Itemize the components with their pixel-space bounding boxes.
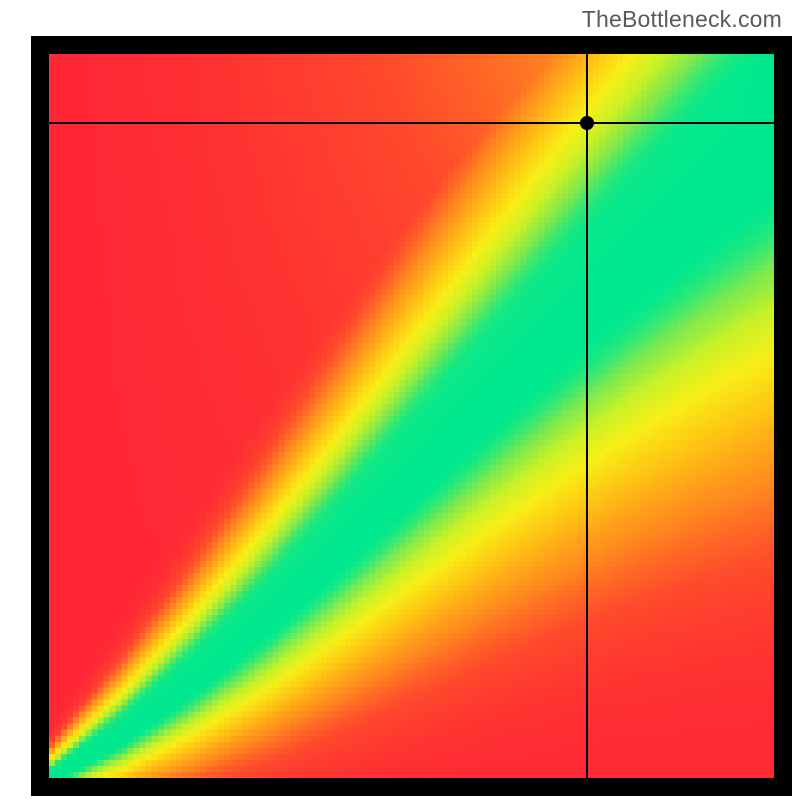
watermark-text: TheBottleneck.com bbox=[582, 6, 782, 33]
crosshair-vertical bbox=[586, 54, 588, 778]
crosshair-horizontal bbox=[49, 122, 774, 124]
chart-root: { "watermark": { "text": "TheBottleneck.… bbox=[0, 0, 800, 800]
crosshair-marker bbox=[580, 116, 594, 130]
heatmap-canvas bbox=[49, 54, 774, 778]
